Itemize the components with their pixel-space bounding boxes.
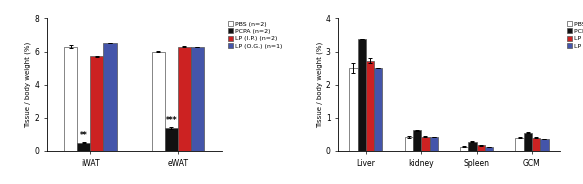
Bar [413,130,421,151]
Bar [357,39,366,151]
Bar [476,145,485,151]
Legend: PBS (n=2), PCPA (n=2), LP (I.P.) (n=2), LP (O.G.) (n=1): PBS (n=2), PCPA (n=2), LP (I.P.) (n=2), … [564,18,583,51]
Bar [405,137,413,151]
Bar [468,142,476,151]
Bar [540,139,549,151]
Bar [421,137,430,151]
Bar [64,47,77,151]
Bar [460,147,468,151]
Text: **: ** [80,131,87,140]
Bar [485,147,493,151]
Text: ***: *** [166,116,177,125]
Y-axis label: Tissue / body weight (%): Tissue / body weight (%) [25,42,31,128]
Bar [191,47,204,151]
Bar [152,52,164,151]
Bar [164,128,178,151]
Bar [515,138,524,151]
Bar [178,47,191,151]
Bar [366,61,374,151]
Bar [349,68,357,151]
Bar [90,56,103,151]
Bar [77,143,90,151]
Y-axis label: Tissue / body weight (%): Tissue / body weight (%) [317,42,323,128]
Bar [430,137,438,151]
Legend: PBS (n=2), PCPA (n=2), LP (I.P.) (n=2), LP (O.G.) (n=1): PBS (n=2), PCPA (n=2), LP (I.P.) (n=2), … [225,18,285,51]
Bar [524,133,532,151]
Bar [532,138,540,151]
Bar [103,43,117,151]
Bar [374,68,382,151]
